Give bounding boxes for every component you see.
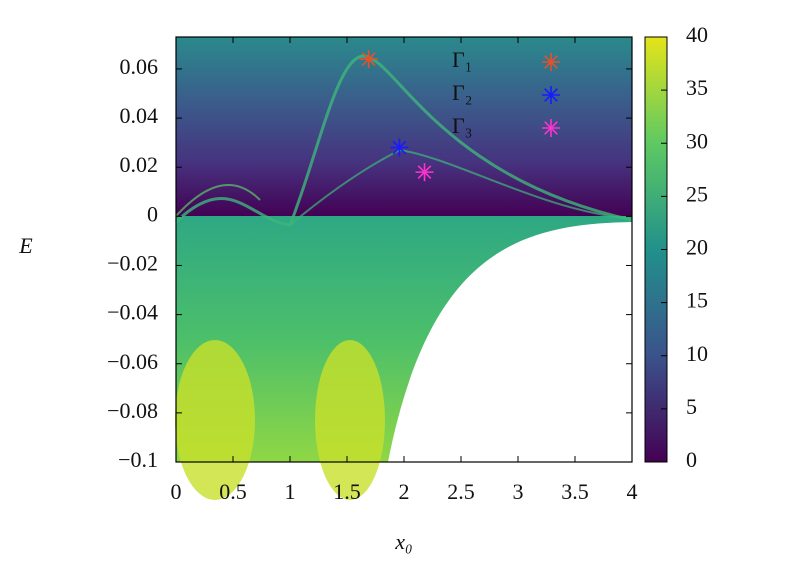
point [415,163,434,182]
marker-stroke [544,121,558,135]
marker-stroke [361,52,376,66]
x-tick-label: 0 [171,479,182,504]
y-tick-label: −0.02 [107,251,158,276]
colorbar-tick-label: 15 [686,288,708,313]
x-axis-label: x₀ [394,529,412,554]
point [359,50,378,69]
colorbar-tick-label: 5 [686,394,697,419]
marker-stroke [544,55,558,69]
y-tick-label: −0.06 [107,349,158,374]
marker-stroke [544,88,558,102]
heatmap [174,37,633,500]
y-tick-label: −0.08 [107,398,158,423]
y-tick-label: 0.02 [120,152,159,177]
y-tick-label: −0.04 [107,300,158,325]
x-tick-label: 1.5 [333,479,361,504]
y-tick-label: 0.06 [120,54,159,79]
legend-marker [542,86,560,104]
legend-label: Γ₃ [452,113,472,138]
legend-marker [542,53,560,71]
colorbar-tick-label: 35 [686,75,708,100]
legend-label: Γ₂ [452,80,472,105]
point [390,138,409,157]
colorbar-tick-label: 20 [686,235,708,260]
y-axis-label: E [18,233,33,258]
x-tick-label: 0.5 [219,479,247,504]
y-tick-label: 0 [147,201,158,226]
legend-label: Γ₁ [452,47,472,72]
x-tick-label: 2 [399,479,410,504]
colorbar-tick-label: 0 [686,447,697,472]
x-tick-label: 3.5 [561,479,589,504]
y-tick-label: −0.1 [118,447,158,472]
x-tick-label: 1 [285,479,296,504]
marker-stroke [417,165,432,179]
marker-stroke [392,140,407,155]
x-tick-label: 4 [627,479,638,504]
colorbar-tick-label: 30 [686,128,708,153]
x-tick-label: 3 [513,479,524,504]
colorbar-tick-label: 10 [686,341,708,366]
y-tick-label: 0.04 [120,103,159,128]
x-tick-label: 2.5 [447,479,475,504]
colorbar-tick-label: 25 [686,181,708,206]
colorbar-tick-label: 40 [686,22,708,47]
legend-marker [542,119,560,137]
